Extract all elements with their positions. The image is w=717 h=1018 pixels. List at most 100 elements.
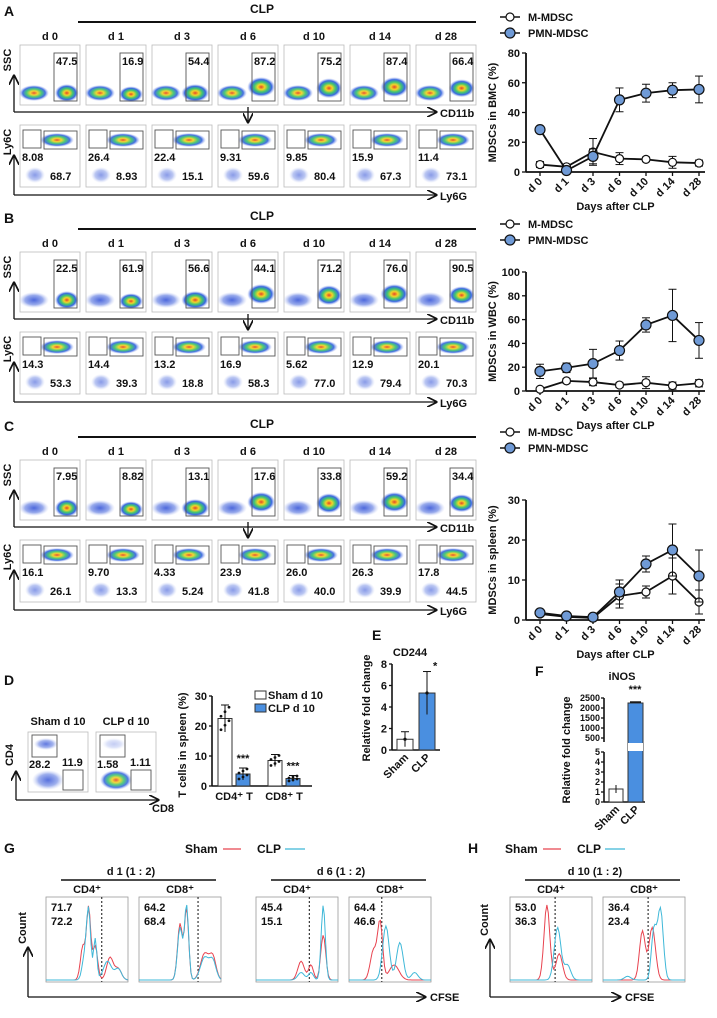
data-dot xyxy=(237,771,241,775)
gate xyxy=(109,130,144,150)
gate xyxy=(154,336,174,356)
y-axis-label: Relative fold change xyxy=(361,655,373,762)
axis-label-y: SSC xyxy=(2,49,14,72)
density-cluster xyxy=(238,340,272,354)
gate-value-ly6c: 16.9 xyxy=(220,359,241,371)
panel-label-E: E xyxy=(372,627,381,643)
gate xyxy=(251,467,276,517)
day-header: d 3 xyxy=(174,31,190,43)
gate-value: 54.4 xyxy=(188,56,210,68)
axis-label-y: SSC xyxy=(2,464,14,487)
significance-mark: *** xyxy=(629,684,643,696)
data-dot xyxy=(291,778,295,782)
gate xyxy=(286,129,306,149)
density-cluster xyxy=(217,292,247,308)
histogram-plot xyxy=(348,896,432,983)
x-tick-label: d 1 xyxy=(552,395,572,415)
density-cluster xyxy=(223,167,243,183)
gate-value: 34.4 xyxy=(452,471,474,483)
density-cluster xyxy=(172,340,206,354)
x-tick-label: CLP xyxy=(409,752,433,776)
gate xyxy=(154,544,174,564)
gate-value: 75.2 xyxy=(320,56,341,68)
data-dot xyxy=(219,714,223,718)
density-cluster xyxy=(119,86,143,103)
gate xyxy=(317,467,342,517)
gate-value: 56.6 xyxy=(188,263,209,275)
value-sham: 36.4 xyxy=(608,902,630,914)
data-point-M-MDSC xyxy=(641,378,651,388)
density-cluster xyxy=(85,500,115,516)
data-dot xyxy=(273,762,277,765)
gate xyxy=(286,544,306,564)
group-title: CLP xyxy=(250,209,274,223)
data-point-M-MDSC xyxy=(694,378,704,388)
y-tick-label: 1 xyxy=(595,787,600,797)
density-cluster xyxy=(181,291,210,309)
density-cluster xyxy=(151,500,181,516)
gate xyxy=(109,337,144,357)
gate xyxy=(119,52,144,102)
density-cluster xyxy=(421,374,441,390)
day-header: d 1 xyxy=(108,31,124,43)
gate-value: 61.9 xyxy=(122,263,143,275)
gate-value-ly6g: 80.4 xyxy=(314,171,336,183)
gate-value-ly6c: 11.4 xyxy=(418,152,440,164)
gate-value: 13.1 xyxy=(188,471,209,483)
x-tick-label: d 14 xyxy=(654,175,679,200)
axis-label-x: CD11b xyxy=(440,315,475,327)
density-cluster xyxy=(54,291,79,309)
density-cluster xyxy=(100,770,132,790)
gate-value: 7.95 xyxy=(56,471,77,483)
gate xyxy=(62,769,84,791)
gate-value: 71.2 xyxy=(320,263,341,275)
day-header: d 28 xyxy=(435,238,457,250)
legend-label: PMN-MDSC xyxy=(528,235,589,247)
axis-break-gap xyxy=(628,743,643,751)
data-point-PMN-MDSC xyxy=(693,334,705,347)
gate xyxy=(175,337,210,357)
x-tick-label: CLP xyxy=(618,804,642,828)
gate xyxy=(241,130,276,150)
day-header: d 10 xyxy=(303,238,325,250)
x-tick-label: d 6 xyxy=(605,624,625,644)
gate-value: 87.4 xyxy=(386,56,408,68)
y-tick-label: 80 xyxy=(508,291,520,303)
density-cluster xyxy=(91,167,111,183)
gate-value-ly6c: 5.62 xyxy=(286,359,307,371)
axis-label-x: CFSE xyxy=(625,992,654,1004)
gate-value: 76.0 xyxy=(386,263,407,275)
gate xyxy=(220,129,240,149)
gate xyxy=(220,336,240,356)
x-tick-label: d 0 xyxy=(525,395,545,415)
y-axis-label: T cells in spleen (%) xyxy=(177,692,189,797)
panel-label-H: H xyxy=(468,840,478,856)
y-tick-label: 2 xyxy=(381,724,387,736)
data-point-PMN-MDSC xyxy=(666,309,679,322)
density-cluster xyxy=(54,499,79,517)
density-cluster xyxy=(119,501,143,518)
histogram-title: CD4⁺ xyxy=(73,884,101,896)
x-tick-label: CD8⁺ T xyxy=(265,791,303,803)
axis-label-x: CD11b xyxy=(440,108,475,120)
gate-value: 66.4 xyxy=(452,56,474,68)
density-cluster xyxy=(316,78,342,99)
data-point-PMN-MDSC xyxy=(613,586,626,598)
data-dot xyxy=(227,719,231,723)
y-tick-label: 0 xyxy=(514,615,520,627)
data-point-PMN-MDSC xyxy=(613,344,626,357)
y-tick-label: 20 xyxy=(508,535,520,547)
gate xyxy=(418,544,438,564)
day-header: d 14 xyxy=(369,31,392,43)
gate-value-ly6c: 26.3 xyxy=(352,567,373,579)
day-header: d 1 xyxy=(108,238,124,250)
gate-value-ly6c: 8.08 xyxy=(22,152,43,164)
flow-group-title: CLP d 10 xyxy=(103,716,150,728)
density-cluster xyxy=(283,500,313,516)
density-cluster xyxy=(54,84,79,102)
density-cluster xyxy=(85,292,115,308)
data-point-PMN-MDSC xyxy=(666,544,679,556)
y-tick-label: 30 xyxy=(508,495,520,507)
gate-value-ly6g: 44.5 xyxy=(446,586,467,598)
density-cluster xyxy=(355,374,375,390)
